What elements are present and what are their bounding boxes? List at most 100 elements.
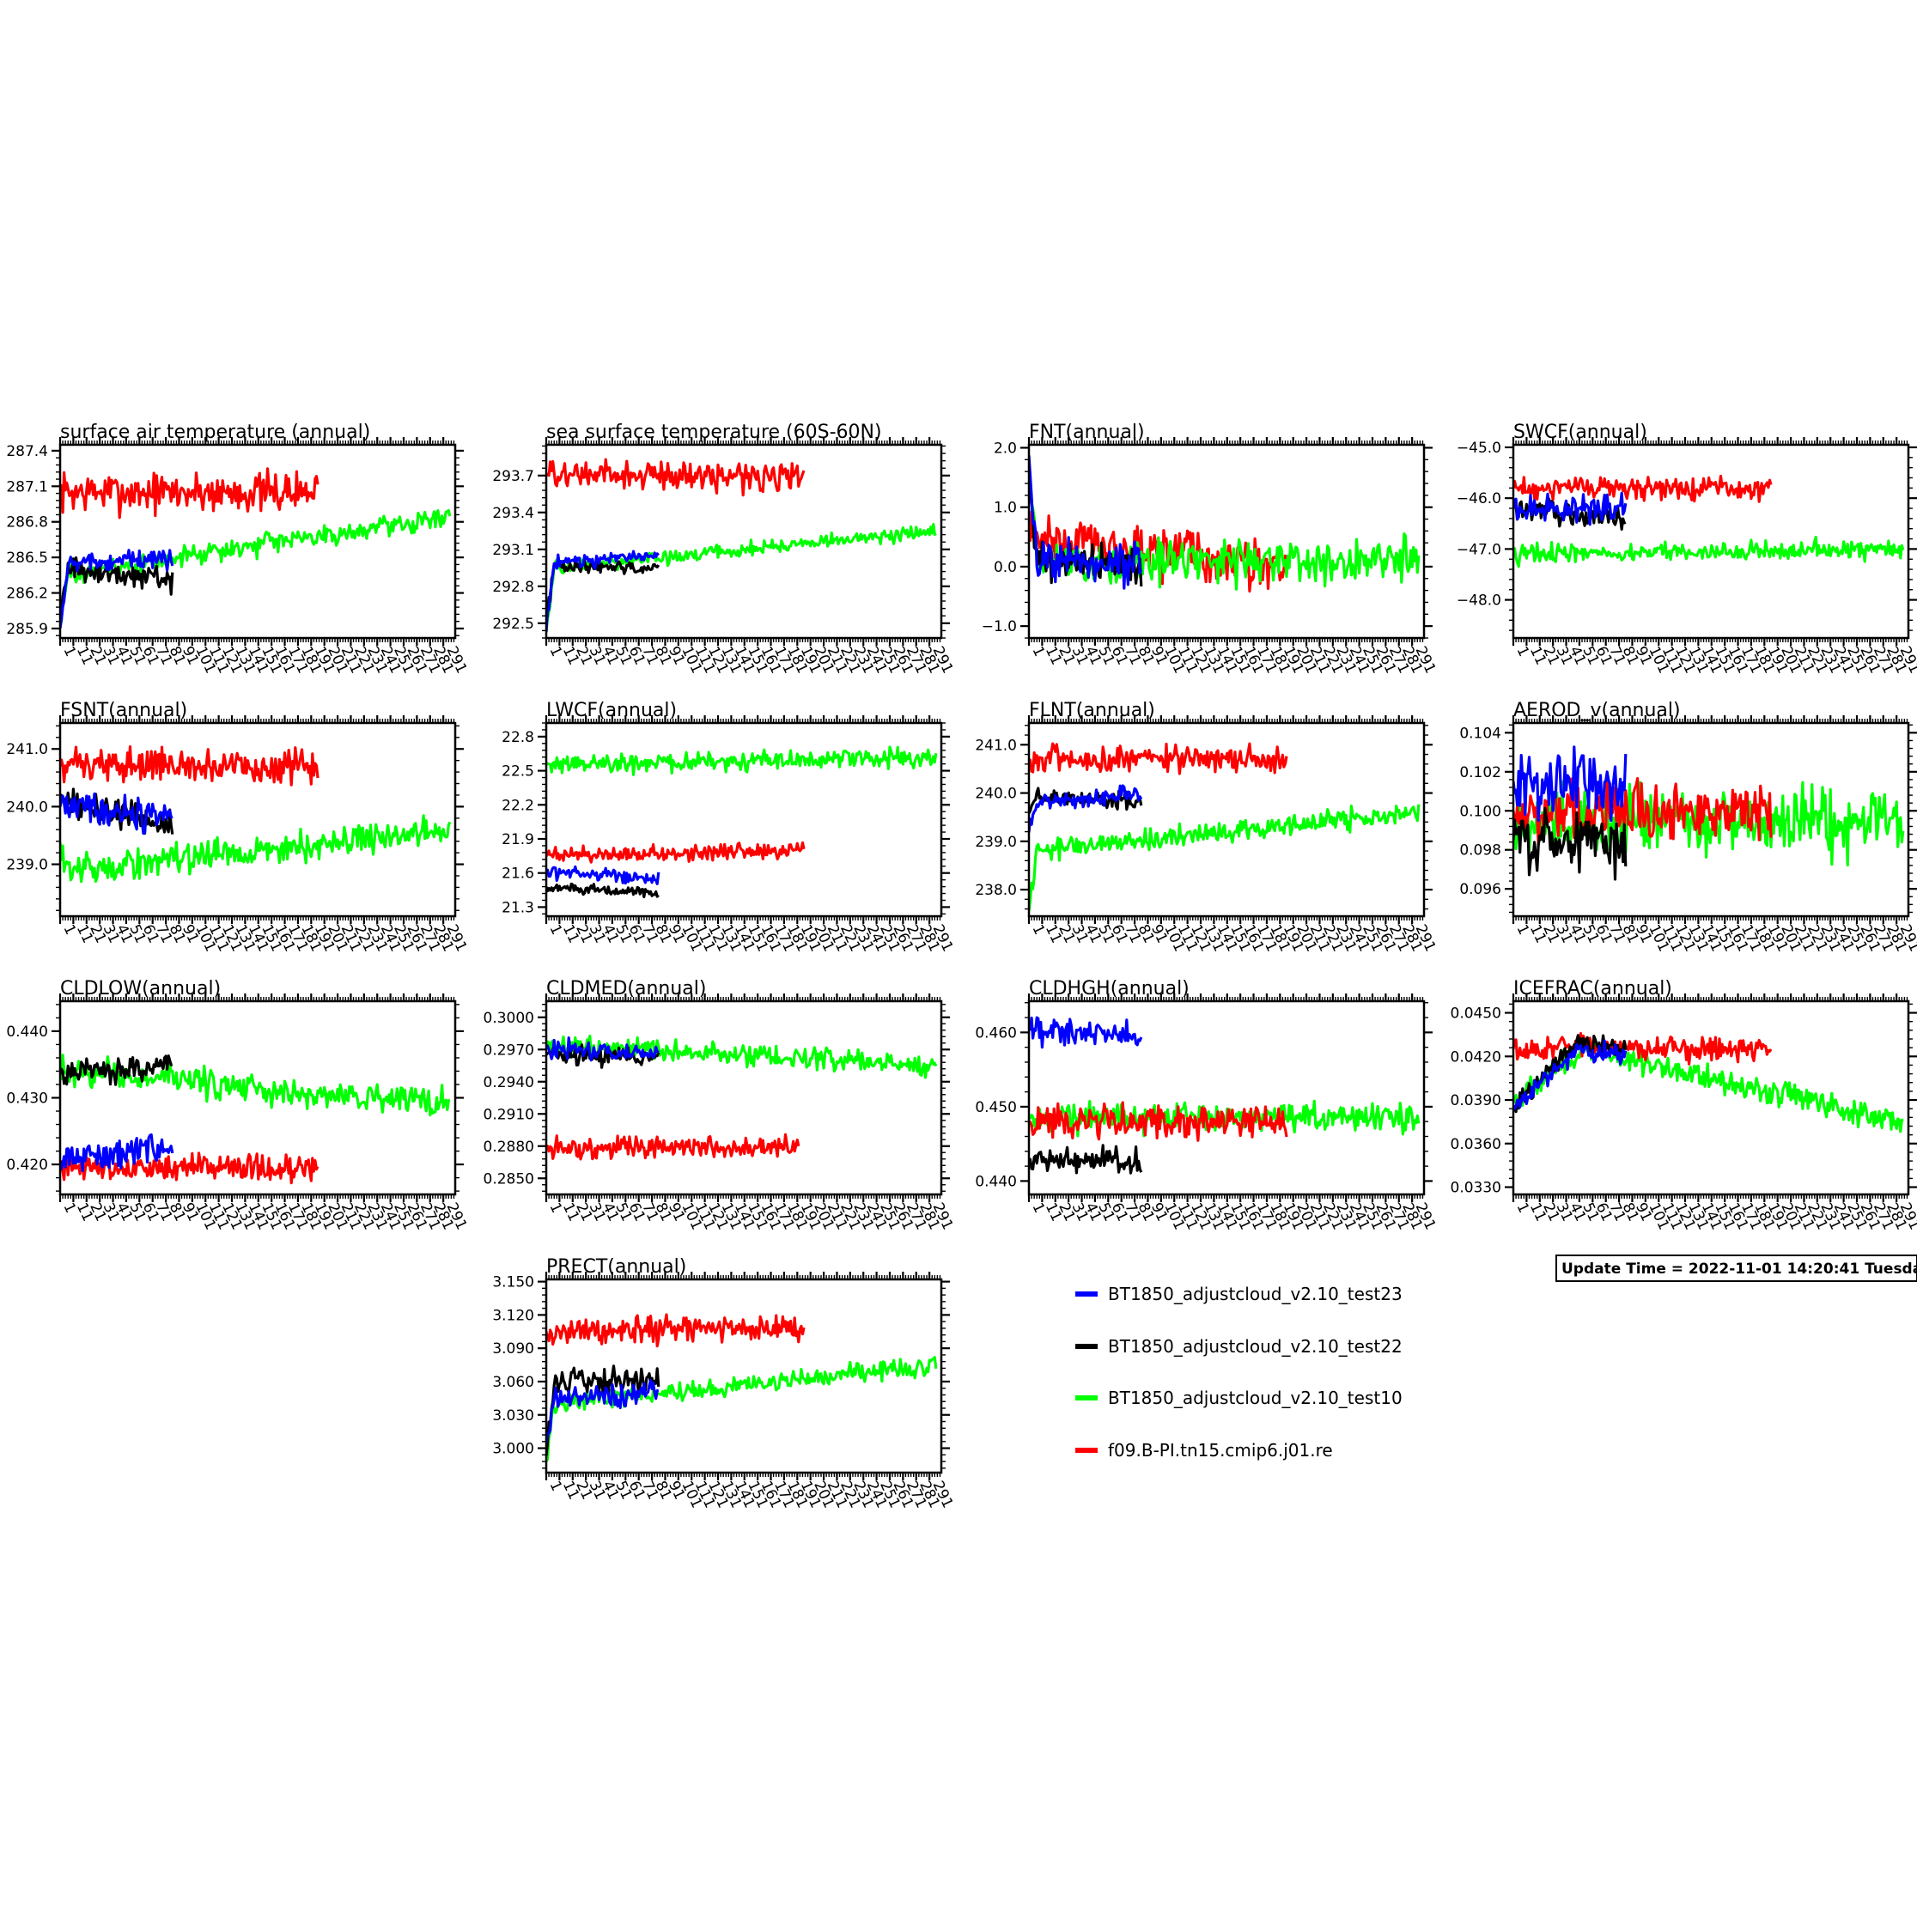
series-line bbox=[1513, 1034, 1628, 1114]
y-tick-label: 0.450 bbox=[975, 1099, 1017, 1116]
plot-frame bbox=[1512, 443, 1910, 640]
series-group bbox=[60, 467, 452, 629]
series-group bbox=[60, 745, 452, 884]
y-tick-label: 0.102 bbox=[1459, 764, 1501, 781]
y-tick-label: −45.0 bbox=[1457, 440, 1501, 457]
y-tick-label: 21.9 bbox=[502, 831, 534, 848]
y-tick-label: −47.0 bbox=[1457, 541, 1501, 558]
series-line bbox=[1029, 1101, 1288, 1142]
y-tick-label: 0.096 bbox=[1459, 881, 1501, 898]
y-tick-label: 241.0 bbox=[6, 741, 48, 758]
series-line bbox=[1513, 1032, 1773, 1066]
series-line bbox=[1513, 535, 1905, 568]
panel-9: CLDMED(annual)11121314151617181911011111… bbox=[484, 978, 957, 1233]
panel-2: FNT(annual)11121314151617181911011111211… bbox=[982, 422, 1439, 677]
series-line bbox=[1029, 784, 1143, 833]
panel-4: FSNT(annual)1112131415161718191101111121… bbox=[6, 700, 470, 955]
y-tick-label: −48.0 bbox=[1457, 592, 1501, 610]
y-tick-label: 0.0330 bbox=[1451, 1180, 1501, 1197]
panel-title: CLDLOW(annual) bbox=[60, 978, 221, 999]
y-tick-label: 293.4 bbox=[492, 505, 534, 522]
series-line bbox=[1029, 742, 1288, 775]
y-tick-label: 0.0390 bbox=[1451, 1092, 1501, 1109]
y-tick-label: 0.2910 bbox=[484, 1106, 534, 1123]
y-tick-label: 0.0 bbox=[994, 559, 1017, 576]
y-tick-label: 0.2940 bbox=[484, 1074, 534, 1091]
panel-6: FLNT(annual)1112131415161718191101111121… bbox=[975, 700, 1439, 955]
series-line bbox=[60, 814, 452, 884]
series-line bbox=[546, 458, 806, 497]
y-tick-label: 292.8 bbox=[492, 579, 534, 596]
panel-title: FSNT(annual) bbox=[60, 700, 187, 721]
series-line bbox=[546, 1378, 660, 1444]
plot-frame bbox=[1027, 443, 1426, 640]
series-line bbox=[60, 1054, 173, 1086]
series-line bbox=[1029, 1016, 1143, 1049]
y-tick-label: 0.440 bbox=[6, 1024, 48, 1041]
series-group bbox=[546, 458, 937, 633]
series-line bbox=[60, 1133, 174, 1173]
y-tick-label: 286.5 bbox=[6, 550, 48, 567]
y-tick-label: 1.0 bbox=[994, 500, 1017, 517]
plot-frame bbox=[1512, 999, 1910, 1196]
series-line bbox=[1029, 455, 1143, 590]
y-tick-label: 0.100 bbox=[1459, 803, 1501, 820]
y-tick-label: 0.440 bbox=[975, 1173, 1017, 1190]
series-line bbox=[1513, 1039, 1628, 1111]
series-group bbox=[1029, 1016, 1421, 1175]
series-line bbox=[60, 549, 174, 629]
y-tick-label: 0.430 bbox=[6, 1091, 48, 1108]
series-group bbox=[1513, 1032, 1904, 1133]
y-tick-label: 239.0 bbox=[975, 834, 1017, 851]
panel-12: PRECT(annual)111213141516171819110111112… bbox=[492, 1256, 956, 1511]
y-tick-label: 21.6 bbox=[502, 866, 534, 883]
series-group bbox=[1513, 745, 1905, 881]
series-line bbox=[546, 1313, 806, 1348]
series-line bbox=[546, 523, 937, 633]
series-group bbox=[1513, 474, 1905, 568]
series-line bbox=[546, 882, 660, 899]
y-tick-label: 22.5 bbox=[502, 763, 534, 781]
y-tick-label: 241.0 bbox=[975, 737, 1017, 754]
series-line bbox=[1513, 745, 1628, 823]
series-line bbox=[60, 556, 174, 619]
series-group bbox=[1029, 742, 1421, 911]
series-line bbox=[1513, 775, 1773, 846]
y-tick-label: 0.2850 bbox=[484, 1170, 534, 1188]
y-tick-label: 0.2970 bbox=[484, 1042, 534, 1059]
y-tick-label: 22.2 bbox=[502, 797, 534, 814]
panel-8: CLDLOW(annual)11121314151617181911011111… bbox=[6, 978, 470, 1233]
series-group bbox=[546, 1313, 938, 1462]
series-line bbox=[1513, 1039, 1904, 1133]
series-line bbox=[60, 1151, 320, 1185]
y-tick-label: 240.0 bbox=[975, 786, 1017, 803]
y-tick-label: 0.2880 bbox=[484, 1139, 534, 1156]
panel-0: surface air temperature (annual)11121314… bbox=[6, 422, 470, 677]
series-line bbox=[546, 865, 660, 885]
y-tick-label: 293.7 bbox=[492, 468, 534, 485]
panel-1: sea surface temperature (60S-60N)1112131… bbox=[492, 422, 956, 677]
series-line bbox=[1513, 474, 1773, 503]
panel-7: AEROD_v(annual)1112131415161718191101111… bbox=[1459, 700, 1917, 955]
y-tick-label: 22.8 bbox=[502, 729, 534, 746]
y-tick-label: 0.420 bbox=[6, 1157, 48, 1174]
y-tick-label: 0.098 bbox=[1459, 842, 1501, 860]
y-tick-label: 0.3000 bbox=[484, 1010, 534, 1027]
series-line bbox=[546, 550, 660, 632]
series-group bbox=[546, 1034, 938, 1161]
series-line bbox=[60, 509, 452, 623]
y-tick-label: 0.0360 bbox=[1451, 1136, 1501, 1153]
series-group bbox=[1029, 455, 1421, 593]
panel-title: AEROD_v(annual) bbox=[1513, 700, 1681, 721]
y-tick-label: −46.0 bbox=[1457, 490, 1501, 507]
y-tick-label: 239.0 bbox=[6, 857, 48, 874]
y-tick-label: 0.460 bbox=[975, 1024, 1017, 1042]
y-tick-label: 286.2 bbox=[6, 586, 48, 603]
series-line bbox=[546, 841, 806, 864]
series-line bbox=[1029, 804, 1421, 911]
panel-title: sea surface temperature (60S-60N) bbox=[546, 422, 882, 443]
series-line bbox=[60, 792, 173, 835]
y-tick-label: −1.0 bbox=[982, 618, 1017, 635]
y-tick-label: 287.4 bbox=[6, 443, 48, 460]
y-tick-label: 2.0 bbox=[994, 440, 1017, 457]
